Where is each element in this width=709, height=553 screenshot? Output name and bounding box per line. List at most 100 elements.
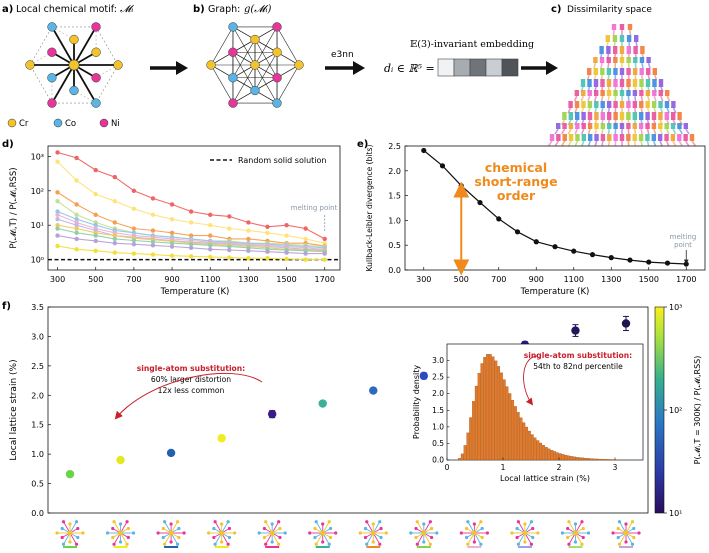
cloud-marker (581, 101, 585, 108)
substitution-note-title: single-atom substitution: (137, 364, 245, 373)
x-tick-label: 1100 (200, 275, 220, 284)
series-point-s1 (55, 150, 59, 154)
panel-e-melting-1: melting (670, 233, 697, 241)
graph-node (273, 22, 282, 31)
cloud-marker (556, 123, 560, 129)
cloud-stem (635, 129, 636, 134)
motif-atom (631, 520, 634, 523)
kl-point (684, 261, 689, 266)
cloud-stem (667, 141, 669, 146)
substitution-note-line-2: 12x less common (158, 386, 225, 395)
series-point-s11 (284, 257, 288, 261)
series-point-s9 (74, 231, 78, 235)
motif-atom (466, 543, 469, 546)
embedding-cell (438, 59, 454, 76)
cloud-marker (588, 90, 592, 96)
cloud-marker (652, 79, 656, 87)
motif-atom (536, 531, 539, 534)
motif-atom (214, 520, 217, 523)
flow-arrow-2-head (353, 61, 365, 75)
cloud-marker (665, 101, 669, 108)
motif-atom (227, 520, 230, 523)
kl-point (421, 148, 426, 153)
y-tick-label: 1.5 (388, 192, 401, 201)
motif-atom (47, 48, 56, 57)
graph-b-drawing (207, 22, 304, 107)
y-tick-label: 0.5 (31, 480, 44, 489)
inset-y-tick-label: 1.0 (432, 422, 444, 431)
cloud-marker (601, 112, 605, 120)
motif-atom (271, 540, 274, 543)
colorbar-label: P(𝓜ᵢ,T = 300K) / P(𝓜ᵢ,RSS) (693, 356, 702, 465)
cloud-marker (639, 79, 643, 87)
histogram-bar (467, 433, 470, 460)
cloud-marker (613, 57, 617, 63)
motif-atom (631, 543, 634, 546)
panel-a-math: 𝓜ᵢ (120, 4, 135, 15)
series-point-s2 (55, 159, 59, 163)
series-point-s9 (113, 237, 117, 241)
cloud-marker (613, 112, 617, 120)
cloud-stem (569, 141, 572, 146)
motif-atom (429, 520, 432, 523)
motif-atom (486, 531, 489, 534)
cloud-marker (633, 123, 637, 129)
histogram-bar (500, 373, 503, 460)
cloud-stem (601, 63, 602, 68)
motif-atom (212, 527, 215, 530)
y-tick-label: 0.0 (388, 266, 401, 275)
motif-center (523, 531, 528, 536)
histogram-bar (590, 459, 593, 460)
kl-point (459, 183, 464, 188)
series-point-s4 (55, 199, 59, 203)
csro-annotation: chemical short-range order (474, 160, 557, 203)
cloud-stem (589, 141, 591, 146)
cloud-stem (594, 63, 595, 68)
series-point-s3 (151, 228, 155, 232)
cloud-stem (654, 96, 656, 101)
embedding: 𝔼(3)-invariant embedding dᵢ ∈ ℝ⁵ = (384, 39, 534, 76)
motif-atom (163, 543, 166, 546)
motif-atom (473, 540, 476, 543)
motif-atom (561, 531, 564, 534)
series-point-s10 (113, 241, 117, 245)
histogram-bar (495, 361, 498, 460)
e3nn-label: e3nn (331, 50, 354, 60)
inset-y-tick-label: 0.0 (432, 456, 444, 465)
graph-node (273, 48, 282, 57)
cloud-marker (671, 134, 675, 141)
cloud-stem (660, 141, 662, 146)
inset-x-tick-label: 0 (445, 463, 450, 472)
colorbar-tick-label: 10³ (669, 303, 682, 312)
series-point-s11 (55, 244, 59, 248)
cloud-stem (549, 141, 553, 146)
kl-point (477, 200, 482, 205)
motif-atom (516, 536, 519, 539)
histogram-bar (601, 459, 604, 460)
motif-atom (263, 527, 266, 530)
graph-node (229, 22, 238, 31)
legend-swatch-cr (8, 119, 16, 127)
motif-atom (328, 543, 331, 546)
motif-atom (334, 531, 337, 534)
cloud-marker (613, 134, 617, 141)
series-point-s3 (55, 190, 59, 194)
cloud-stem (582, 141, 584, 146)
motif-atom (284, 531, 287, 534)
motif-atom (75, 520, 78, 523)
substitution-note-line-1: 60% larger distortion (151, 375, 231, 384)
series-point-s11 (74, 247, 78, 251)
motif-atom (214, 543, 217, 546)
motif-atom (531, 536, 534, 539)
motif-atom (567, 520, 570, 523)
cloud-marker (684, 123, 688, 129)
motif-atom (277, 543, 280, 546)
cloud-marker (645, 123, 649, 129)
series-point-s2 (151, 213, 155, 217)
cloud-stem (635, 141, 636, 146)
cloud-stem (641, 141, 642, 146)
motif-atom (580, 543, 583, 546)
series-point-s10 (151, 243, 155, 247)
cloud-stem (608, 96, 609, 101)
